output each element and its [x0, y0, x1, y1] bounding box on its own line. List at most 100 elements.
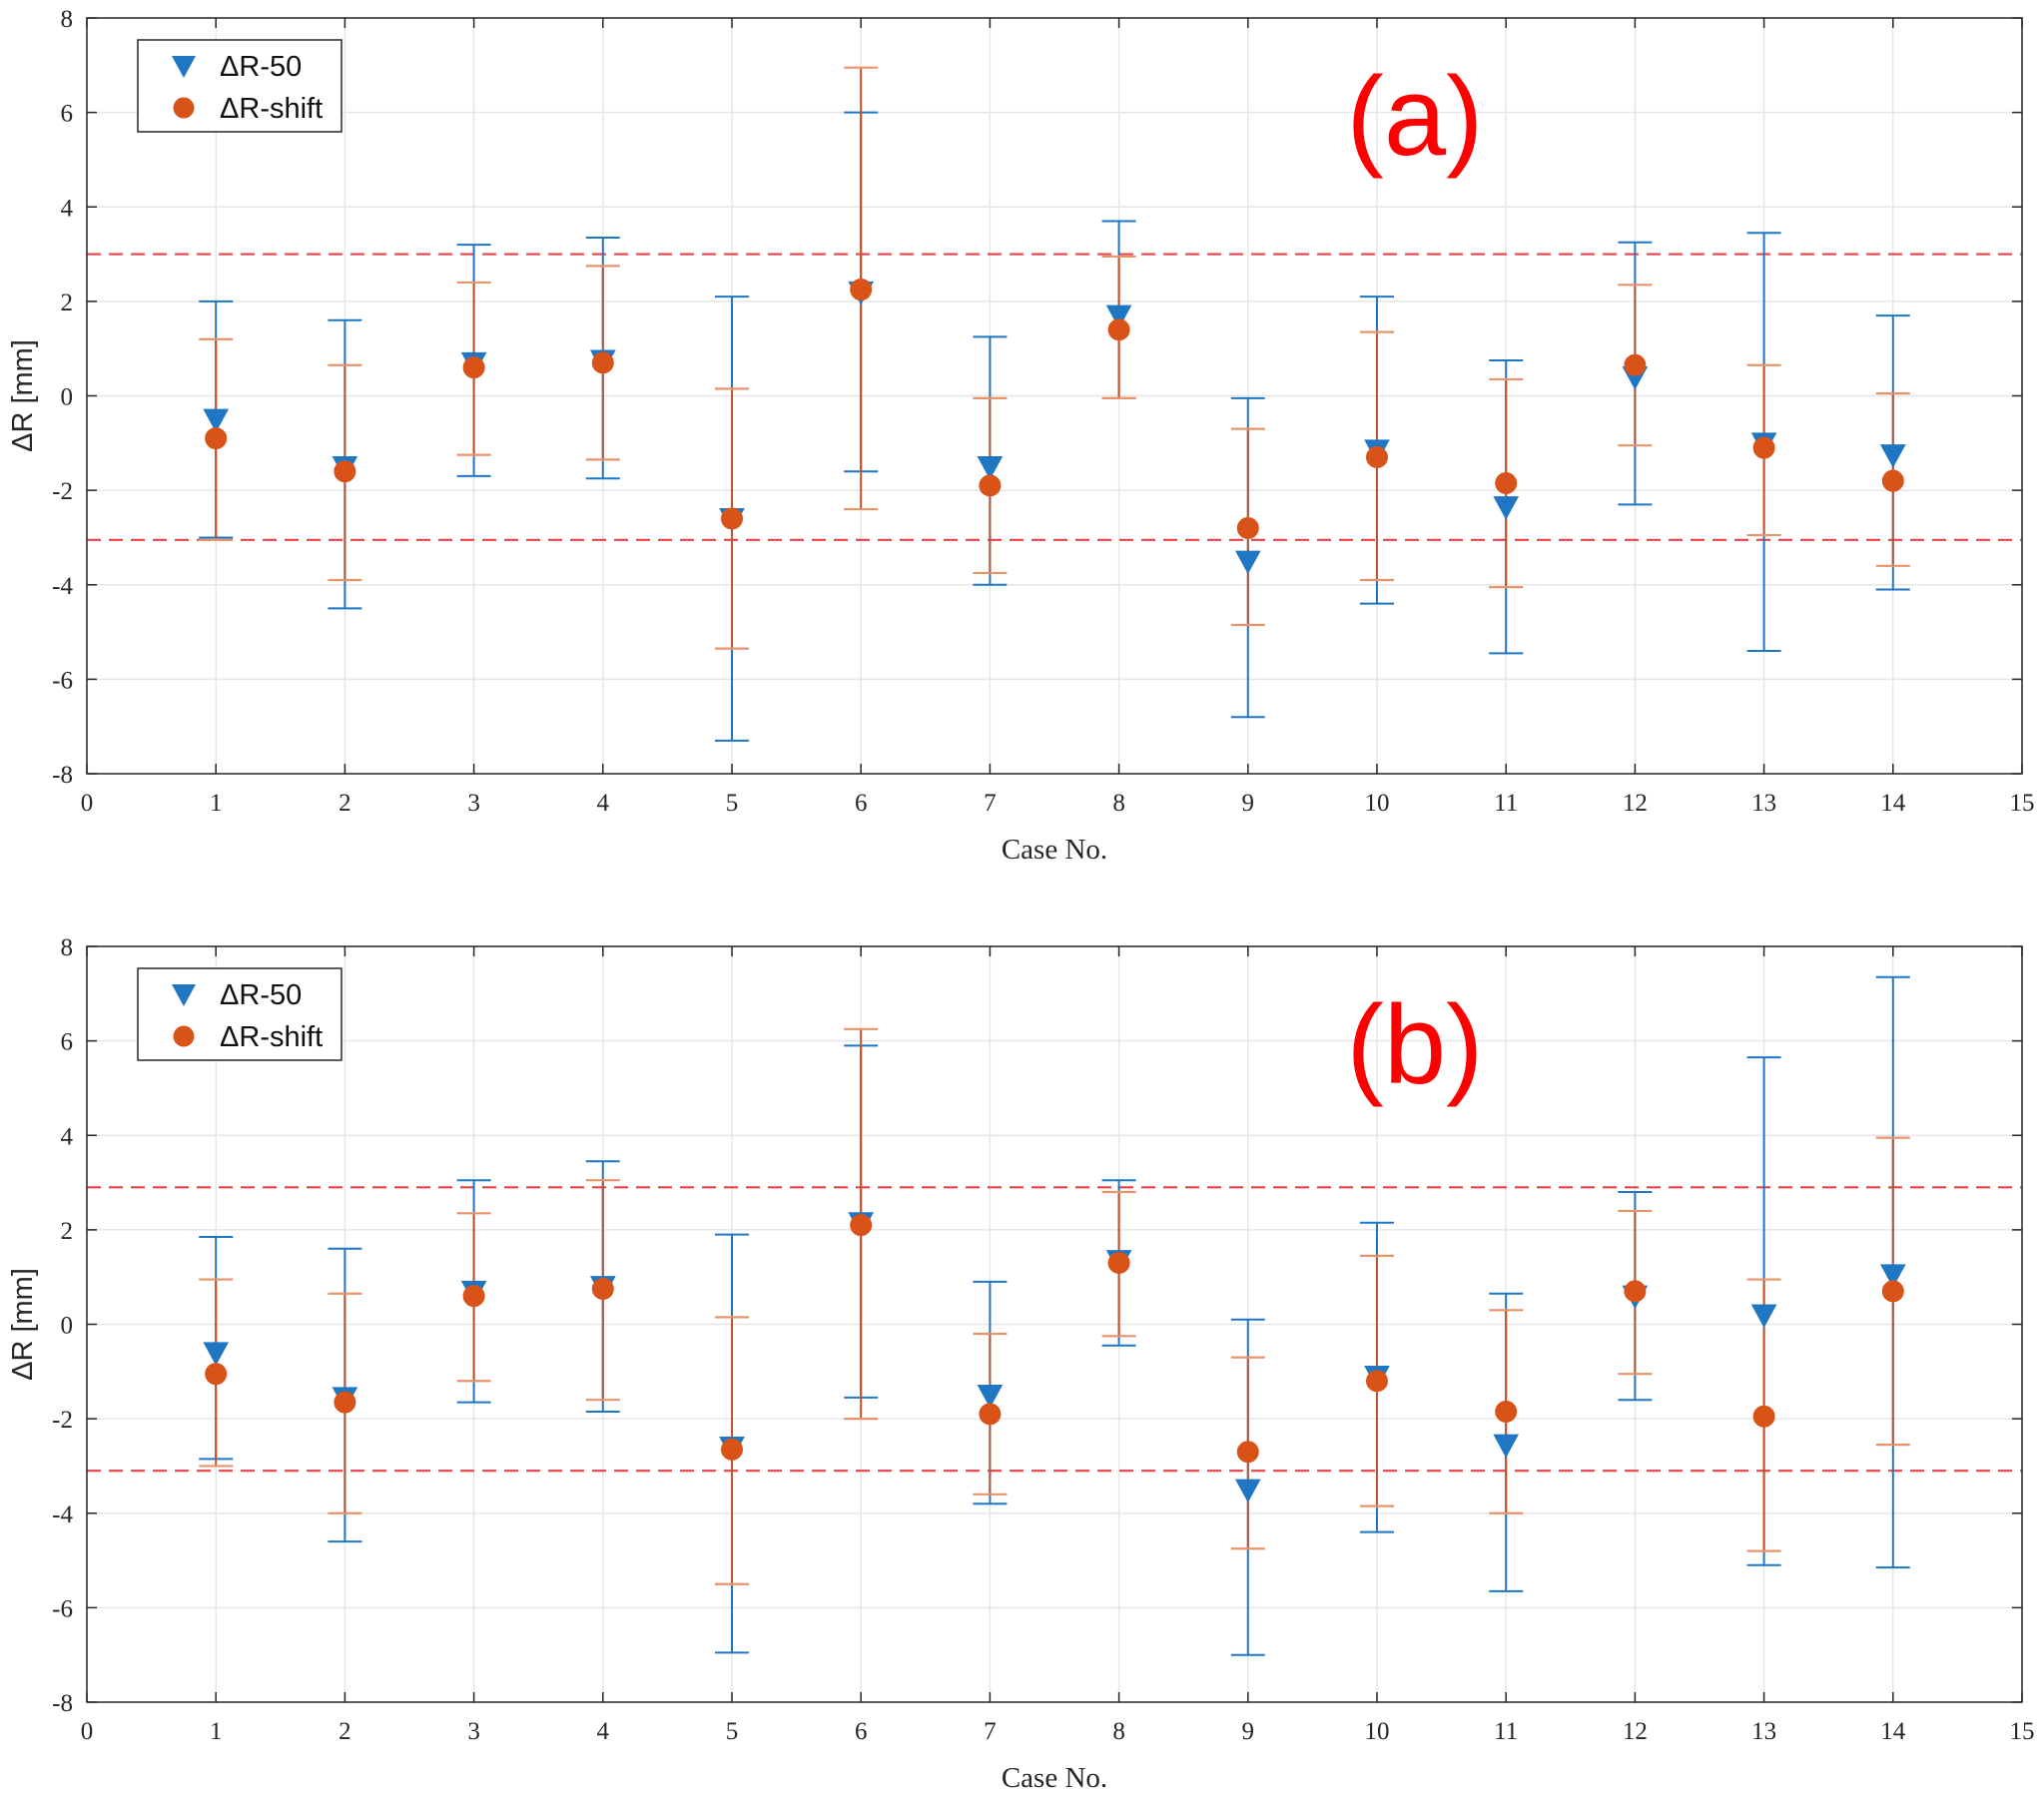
x-axis-title: Case No. [1002, 834, 1107, 866]
shift-point [1624, 353, 1647, 376]
shift-point [1107, 1251, 1130, 1274]
x-tick-label: 2 [339, 790, 351, 817]
x-tick-label: 6 [855, 790, 868, 817]
shift-point [1495, 1401, 1518, 1424]
r50-point [1750, 1304, 1777, 1329]
shift-point [1752, 436, 1775, 459]
legend-r50-label: ΔR-50 [220, 979, 302, 1011]
x-tick-label: 4 [597, 1718, 610, 1745]
shift-point [1366, 1370, 1388, 1393]
x-tick-label: 4 [597, 790, 610, 817]
x-tick-label: 5 [726, 790, 739, 817]
y-tick-label: 2 [61, 1218, 74, 1245]
y-tick-label: -6 [52, 667, 73, 694]
x-tick-label: 10 [1365, 1718, 1390, 1745]
legend-box [137, 39, 342, 133]
r50-point [1105, 304, 1132, 329]
y-tick-label: -4 [52, 1501, 73, 1528]
shift-point [1752, 1405, 1775, 1428]
r50-point [1879, 1264, 1906, 1288]
r50-point [203, 1342, 230, 1366]
y-tick-label: -8 [52, 1690, 73, 1717]
x-tick-label: 6 [855, 1718, 868, 1745]
x-tick-label: 12 [1623, 1718, 1648, 1745]
x-tick-label: 2 [339, 1718, 351, 1745]
shift-point [979, 1403, 1002, 1426]
legend: ΔR-50 ΔR-shift [137, 39, 342, 133]
y-tick-label: -6 [52, 1595, 73, 1622]
legend-shift-marker [173, 1025, 195, 1047]
x-tick-label: 0 [81, 1718, 94, 1745]
y-tick-label: 0 [61, 384, 74, 411]
x-tick-label: 9 [1242, 790, 1255, 817]
y-tick-label: -2 [52, 478, 73, 505]
legend-r50-label: ΔR-50 [220, 51, 302, 83]
y-tick-label: 0 [61, 1313, 74, 1340]
shift-point [1236, 1441, 1259, 1464]
x-tick-label: 15 [2010, 790, 2035, 817]
legend-shift-marker [173, 97, 195, 119]
shift-point [1624, 1280, 1647, 1303]
shift-point [591, 351, 614, 374]
y-tick-label: 4 [61, 1123, 74, 1150]
shift-point [1881, 469, 1904, 492]
y-tick-label: 8 [61, 934, 74, 961]
shift-point [721, 1438, 743, 1461]
shift-point [334, 460, 356, 483]
shift-point [205, 427, 228, 450]
x-tick-label: 1 [210, 790, 223, 817]
x-tick-label: 8 [1112, 790, 1125, 817]
x-axis-title: Case No. [1002, 1762, 1107, 1794]
x-tick-label: 5 [726, 1718, 739, 1745]
shift-point [334, 1391, 356, 1414]
x-tick-label: 1 [210, 1718, 223, 1745]
x-tick-label: 3 [467, 1718, 480, 1745]
x-tick-label: 13 [1751, 1718, 1776, 1745]
legend-shift-label: ΔR-shift [220, 93, 323, 125]
shift-point [721, 507, 743, 530]
r50-point [1493, 1434, 1520, 1459]
x-tick-label: 9 [1242, 1718, 1255, 1745]
panel-label: (a) [1347, 54, 1484, 179]
y-tick-label: -2 [52, 1407, 73, 1434]
r50-point [203, 408, 230, 433]
y-tick-label: -8 [52, 762, 73, 789]
r50-point [1234, 1479, 1261, 1503]
x-tick-label: 10 [1365, 790, 1390, 817]
legend-r50-marker [172, 984, 196, 1006]
panel-a: 0 1 2 3 4 5 6 7 8 9 10 11 12 13 14 1586420-2-4-6-8Case … [7, 6, 2035, 866]
legend-shift-label: ΔR-shift [220, 1021, 323, 1053]
shift-point [850, 1214, 873, 1237]
r50-point [977, 1384, 1004, 1409]
y-tick-label: 2 [61, 290, 74, 316]
shift-point [979, 474, 1002, 497]
x-tick-label: 11 [1494, 1718, 1518, 1745]
y-tick-label: 6 [61, 1029, 74, 1056]
y-tick-label: 6 [61, 101, 74, 128]
shift-point [1366, 446, 1388, 469]
y-tick-label: 8 [61, 6, 74, 33]
r50-point [1493, 496, 1520, 520]
x-tick-label: 11 [1494, 790, 1518, 817]
legend-r50-marker [172, 56, 196, 78]
x-tick-label: 12 [1623, 790, 1648, 817]
shift-point [591, 1278, 614, 1301]
panel-b: 0 1 2 3 4 5 6 7 8 9 10 11 12 13 14 1586420-2-4-6-8Case … [7, 934, 2035, 1794]
y-axis-title: ΔR [mm] [7, 1268, 39, 1381]
y-tick-label: -4 [52, 573, 73, 600]
panel-label: (b) [1347, 982, 1484, 1107]
legend-box [137, 967, 342, 1061]
x-tick-label: 0 [81, 790, 94, 817]
x-tick-label: 15 [2010, 1718, 2035, 1745]
shift-point [1107, 318, 1130, 341]
shift-point [462, 1285, 485, 1308]
shift-point [462, 356, 485, 379]
shift-point [1881, 1280, 1904, 1303]
x-tick-label: 7 [984, 790, 997, 817]
shift-point [1495, 472, 1518, 495]
legend: ΔR-50 ΔR-shift [137, 967, 342, 1061]
x-tick-label: 14 [1880, 1718, 1906, 1745]
r50-point [977, 455, 1004, 480]
x-tick-label: 7 [984, 1718, 997, 1745]
